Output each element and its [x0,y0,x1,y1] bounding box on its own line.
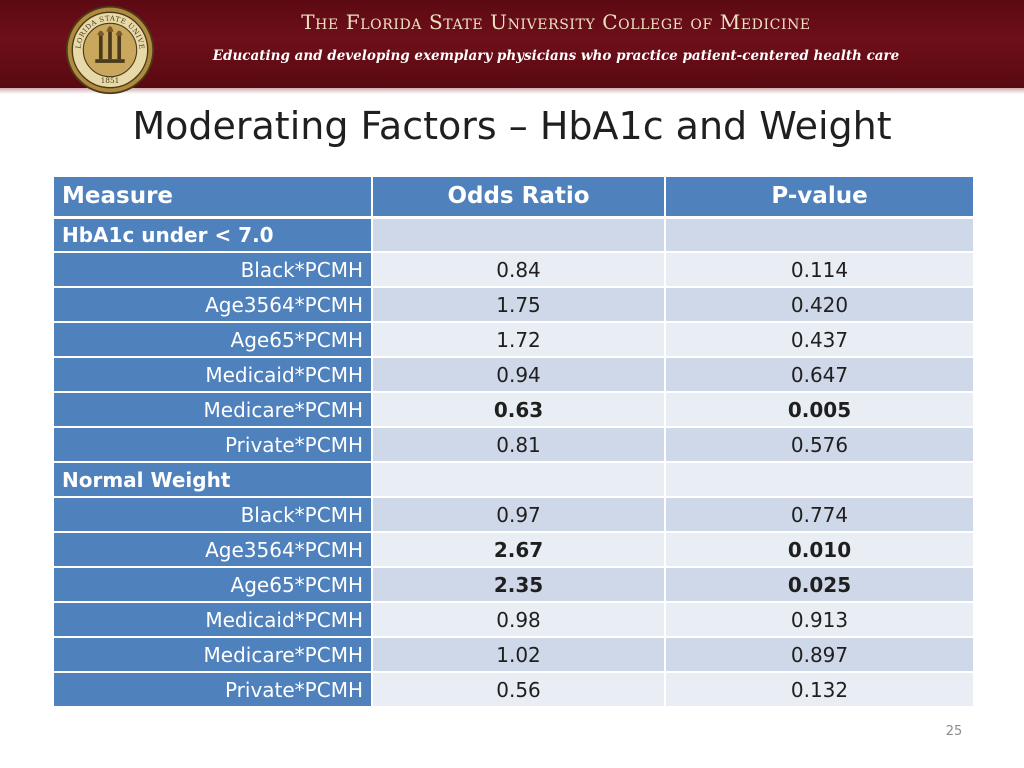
table-header-row: Measure Odds Ratio P-value [52,177,975,219]
p-value-cell: 0.897 [664,636,975,673]
header-banner-shadow [0,88,1024,94]
p-value-cell: 0.005 [664,391,975,428]
p-value-cell: 0.114 [664,251,975,288]
column-header-measure: Measure [52,177,373,219]
measure-label: Black*PCMH [52,251,373,288]
header-banner [0,0,1024,88]
slide-title: Moderating Factors – HbA1c and Weight [132,104,892,148]
odds-ratio-cell: 0.81 [371,426,666,463]
p-value-cell: 0.774 [664,496,975,533]
measure-label: Medicaid*PCMH [52,356,373,393]
measure-label: Age65*PCMH [52,566,373,603]
p-value-cell: 0.647 [664,356,975,393]
odds-ratio-cell: 0.56 [371,671,666,708]
page-number: 25 [945,724,963,739]
table-group-row: HbA1c under < 7.0 [52,216,975,253]
table-row: Age65*PCMH 1.72 0.437 [52,321,975,358]
p-value-cell: 0.420 [664,286,975,323]
odds-ratio-cell: 2.35 [371,566,666,603]
odds-ratio-cell: 0.63 [371,391,666,428]
p-value-cell: 0.010 [664,531,975,568]
measure-label: Private*PCMH [52,426,373,463]
institution-tagline: Educating and developing exemplary physi… [212,48,900,64]
odds-ratio-cell [371,216,666,253]
university-seal-icon: THE FLORIDA STATE UNIVERSITY 1851 [64,4,155,95]
odds-ratio-cell: 0.84 [371,251,666,288]
table-row: Medicare*PCMH 1.02 0.897 [52,636,975,673]
group-label: Normal Weight [52,461,373,498]
column-header-odds-ratio: Odds Ratio [371,177,666,219]
p-value-cell: 0.913 [664,601,975,638]
measure-label: Age65*PCMH [52,321,373,358]
group-label: HbA1c under < 7.0 [52,216,373,253]
p-value-cell: 0.437 [664,321,975,358]
measure-label: Age3564*PCMH [52,286,373,323]
odds-ratio-cell: 0.94 [371,356,666,393]
measure-label: Private*PCMH [52,671,373,708]
measure-label: Age3564*PCMH [52,531,373,568]
results-table: Measure Odds Ratio P-value HbA1c under <… [52,177,975,708]
measure-label: Medicaid*PCMH [52,601,373,638]
p-value-cell: 0.132 [664,671,975,708]
p-value-cell: 0.025 [664,566,975,603]
odds-ratio-cell: 1.75 [371,286,666,323]
table-row: Black*PCMH 0.84 0.114 [52,251,975,288]
table-row: Private*PCMH 0.81 0.576 [52,426,975,463]
odds-ratio-cell: 0.98 [371,601,666,638]
measure-label: Medicare*PCMH [52,636,373,673]
table-row: Age3564*PCMH 2.67 0.010 [52,531,975,568]
institution-name: The Florida State University College of … [301,10,811,34]
seal-year: 1851 [101,76,120,85]
p-value-cell: 0.576 [664,426,975,463]
odds-ratio-cell: 2.67 [371,531,666,568]
table-row: Age65*PCMH 2.35 0.025 [52,566,975,603]
column-header-p-value: P-value [664,177,975,219]
table-row: Medicaid*PCMH 0.94 0.647 [52,356,975,393]
table-body: HbA1c under < 7.0 Black*PCMH 0.84 0.114 Age3… [52,216,975,708]
odds-ratio-cell [371,461,666,498]
table-row: Black*PCMH 0.97 0.774 [52,496,975,533]
table-row: Medicaid*PCMH 0.98 0.913 [52,601,975,638]
p-value-cell [664,216,975,253]
measure-label: Medicare*PCMH [52,391,373,428]
table-row: Age3564*PCMH 1.75 0.420 [52,286,975,323]
table-row: Private*PCMH 0.56 0.132 [52,671,975,708]
table-group-row: Normal Weight [52,461,975,498]
measure-label: Black*PCMH [52,496,373,533]
table-row: Medicare*PCMH 0.63 0.005 [52,391,975,428]
p-value-cell [664,461,975,498]
odds-ratio-cell: 0.97 [371,496,666,533]
odds-ratio-cell: 1.02 [371,636,666,673]
odds-ratio-cell: 1.72 [371,321,666,358]
